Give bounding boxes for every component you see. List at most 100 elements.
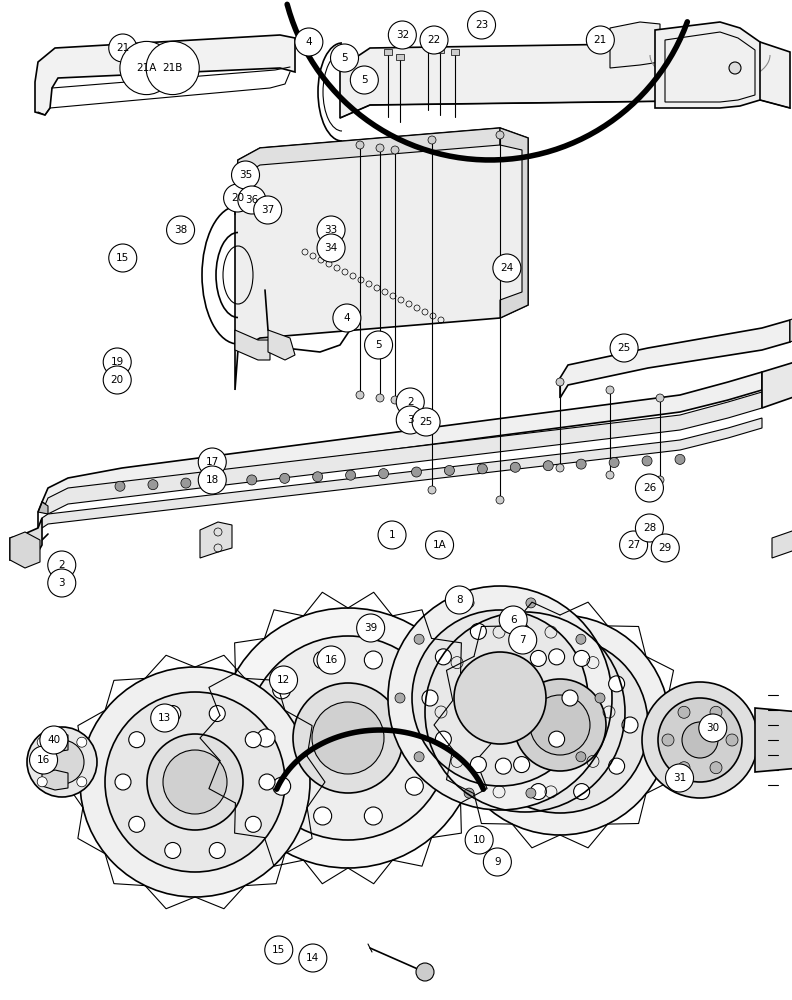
Circle shape [576, 752, 586, 762]
Circle shape [450, 615, 670, 835]
Circle shape [231, 161, 260, 189]
Polygon shape [655, 22, 760, 108]
Polygon shape [424, 42, 432, 48]
Circle shape [710, 762, 722, 774]
Circle shape [658, 698, 742, 782]
Circle shape [608, 758, 625, 774]
Circle shape [364, 331, 393, 359]
Polygon shape [42, 770, 68, 790]
Circle shape [606, 471, 614, 479]
Circle shape [129, 732, 145, 748]
Circle shape [556, 378, 564, 386]
Circle shape [499, 606, 527, 634]
Circle shape [414, 634, 424, 644]
Text: 32: 32 [396, 30, 409, 40]
Circle shape [209, 706, 225, 722]
Text: 15: 15 [116, 253, 129, 263]
Circle shape [726, 734, 738, 746]
Circle shape [209, 842, 225, 858]
Polygon shape [755, 708, 792, 772]
Text: 3: 3 [407, 415, 413, 425]
Circle shape [665, 764, 694, 792]
Circle shape [454, 652, 546, 744]
Circle shape [678, 762, 690, 774]
Circle shape [483, 848, 512, 876]
Polygon shape [235, 128, 528, 390]
Circle shape [395, 693, 405, 703]
Circle shape [482, 717, 498, 733]
Text: 17: 17 [206, 457, 219, 467]
Circle shape [396, 406, 425, 434]
Circle shape [120, 41, 173, 95]
Polygon shape [200, 522, 232, 558]
Circle shape [543, 461, 554, 471]
Circle shape [428, 136, 436, 144]
Circle shape [198, 448, 227, 476]
Polygon shape [42, 392, 762, 514]
Circle shape [378, 521, 406, 549]
Circle shape [181, 478, 191, 488]
Circle shape [609, 458, 619, 468]
Polygon shape [500, 128, 528, 318]
Circle shape [619, 531, 648, 559]
Circle shape [526, 788, 536, 798]
Circle shape [531, 650, 546, 666]
Circle shape [214, 477, 224, 487]
Circle shape [115, 481, 125, 491]
Circle shape [129, 816, 145, 832]
Circle shape [656, 476, 664, 484]
Circle shape [77, 777, 87, 787]
Circle shape [257, 729, 275, 747]
Circle shape [573, 784, 589, 800]
Circle shape [103, 348, 131, 376]
Circle shape [496, 496, 504, 504]
Circle shape [345, 470, 356, 480]
Circle shape [40, 740, 84, 784]
Circle shape [165, 842, 181, 858]
Circle shape [530, 695, 590, 755]
Text: 3: 3 [59, 578, 65, 588]
Circle shape [356, 141, 364, 149]
Circle shape [356, 391, 364, 399]
Circle shape [470, 757, 486, 773]
Circle shape [388, 21, 417, 49]
Text: 1A: 1A [432, 540, 447, 550]
Text: 5: 5 [375, 340, 382, 350]
Polygon shape [340, 42, 790, 118]
Circle shape [549, 649, 565, 665]
Text: 5: 5 [341, 53, 348, 63]
Polygon shape [38, 418, 762, 532]
Polygon shape [451, 49, 459, 55]
Text: 38: 38 [174, 225, 187, 235]
Text: 21: 21 [594, 35, 607, 45]
Circle shape [105, 692, 285, 872]
Text: 35: 35 [239, 170, 252, 180]
Circle shape [272, 777, 291, 795]
Text: 33: 33 [325, 225, 337, 235]
Circle shape [406, 777, 424, 795]
Circle shape [682, 722, 718, 758]
Circle shape [312, 702, 384, 774]
Circle shape [635, 474, 664, 502]
Polygon shape [268, 330, 295, 360]
Circle shape [317, 646, 345, 674]
Circle shape [586, 26, 615, 54]
Text: 36: 36 [246, 195, 258, 205]
Circle shape [388, 586, 612, 810]
Text: 29: 29 [659, 543, 672, 553]
Text: 21B: 21B [162, 63, 183, 73]
Circle shape [314, 651, 332, 669]
Circle shape [495, 676, 512, 692]
Polygon shape [10, 532, 40, 568]
Polygon shape [436, 47, 444, 53]
Circle shape [299, 944, 327, 972]
Circle shape [259, 774, 275, 790]
Text: 13: 13 [158, 713, 171, 723]
Text: 25: 25 [420, 417, 432, 427]
Circle shape [223, 184, 252, 212]
Text: 4: 4 [306, 37, 312, 47]
Circle shape [608, 676, 625, 692]
Text: 10: 10 [473, 835, 485, 845]
Circle shape [436, 731, 451, 747]
Text: 2: 2 [59, 560, 65, 570]
